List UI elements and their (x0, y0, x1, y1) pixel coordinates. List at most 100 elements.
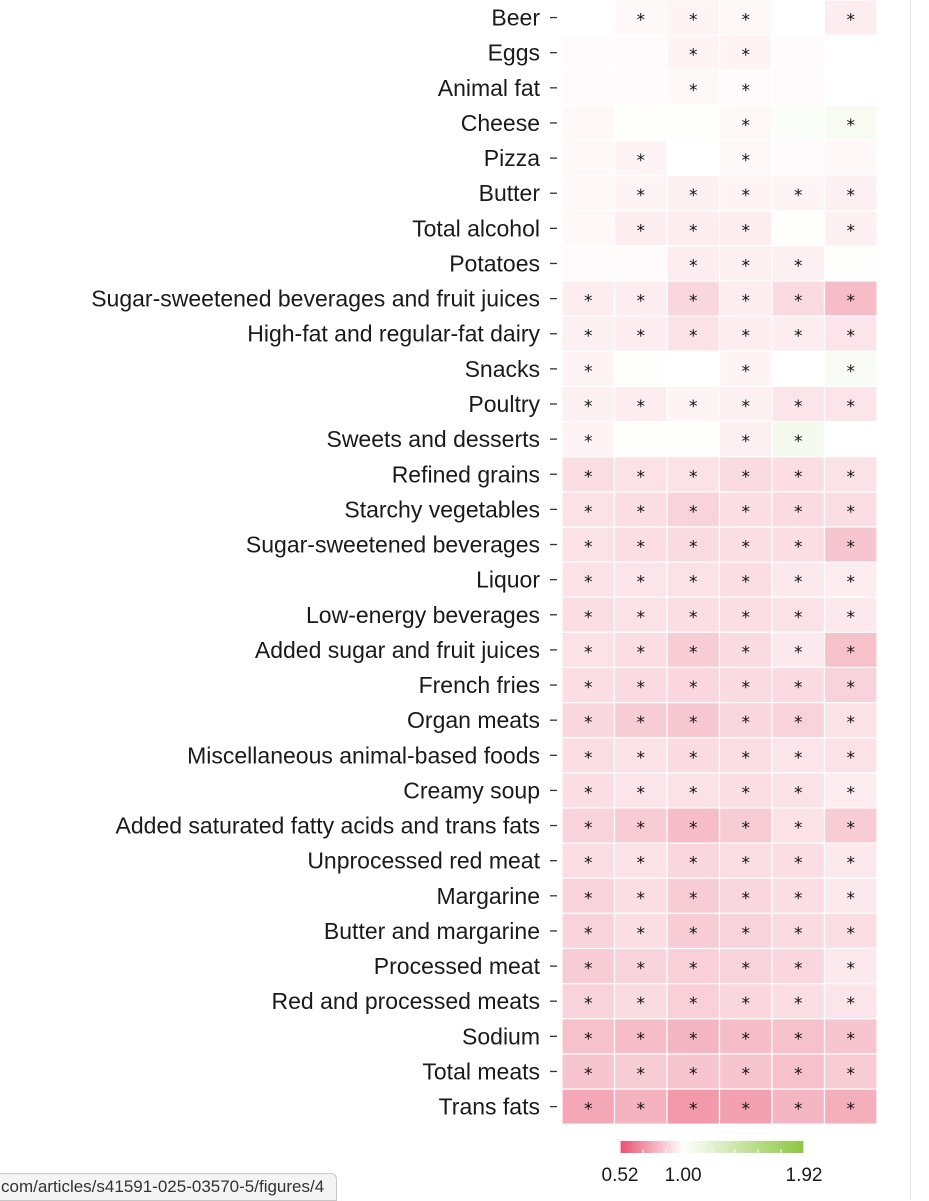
significance-star: * (742, 889, 751, 909)
heatmap-cell (561, 561, 616, 598)
significance-star: * (847, 292, 856, 312)
significance-star: * (742, 538, 751, 558)
row-label: Sweets and desserts (326, 426, 540, 452)
significance-star: * (847, 11, 856, 31)
significance-star: * (794, 1064, 803, 1084)
significance-star: * (584, 1100, 593, 1120)
significance-star: * (847, 1064, 856, 1084)
significance-star: * (847, 783, 856, 803)
heatmap-cell (823, 877, 878, 914)
significance-star: * (847, 819, 856, 839)
significance-star: * (689, 1100, 698, 1120)
colorbar: 0.52 1.00 1.92 (602, 1139, 823, 1186)
heatmap-cell (613, 491, 668, 528)
significance-star: * (637, 854, 646, 874)
heatmap-cell (666, 139, 721, 177)
heatmap-cell (561, 0, 616, 36)
row-label: Margarine (436, 883, 540, 909)
heatmap-cell (718, 666, 773, 704)
heatmap-cell (561, 69, 616, 106)
significance-star: * (584, 432, 593, 452)
row-label: Starchy vegetables (344, 496, 540, 522)
significance-star: * (637, 467, 646, 487)
significance-star: * (847, 959, 856, 979)
significance-star: * (689, 1029, 698, 1049)
significance-star: * (689, 221, 698, 241)
heatmap-cell (823, 526, 878, 563)
heatmap-cell (718, 210, 773, 247)
significance-star: * (637, 1064, 646, 1084)
row-label: Liquor (476, 567, 540, 593)
row-label: Red and processed meats (272, 988, 541, 1014)
heatmap-cell (771, 34, 826, 71)
heatmap-cell (718, 0, 773, 36)
heatmap-cell (561, 807, 616, 844)
heatmap-cell (561, 772, 616, 809)
significance-star: * (689, 713, 698, 733)
significance-star: * (742, 748, 751, 768)
significance-star: * (689, 186, 698, 206)
significance-star: * (742, 292, 751, 312)
row-label: Miscellaneous animal-based foods (187, 742, 540, 768)
heatmap-cell (823, 245, 878, 282)
heatmap-cell (666, 737, 721, 774)
heatmap-cell (666, 526, 721, 563)
significance-star: * (794, 397, 803, 417)
significance-star: * (847, 573, 856, 593)
heatmap-cell (771, 1088, 826, 1125)
heatmap-cell (666, 701, 721, 739)
significance-star: * (742, 854, 751, 874)
heatmap-cell (823, 385, 878, 423)
heatmap-cell (771, 491, 826, 528)
scrollbar[interactable] (910, 0, 929, 1200)
heatmap-cell (823, 139, 878, 177)
heatmap-cell (561, 139, 616, 177)
heatmap-cell (561, 526, 616, 563)
significance-star: * (584, 819, 593, 839)
heatmap-cell (613, 737, 668, 774)
heatmap-cell (666, 877, 721, 914)
heatmap-cell (823, 1088, 878, 1125)
heatmap-cell (771, 0, 826, 36)
heatmap-cell (771, 701, 826, 739)
significance-star: * (742, 46, 751, 66)
heatmap-cell (666, 104, 721, 142)
significance-star: * (637, 924, 646, 944)
row-label: Total meats (422, 1058, 540, 1084)
heatmap-cell (561, 175, 616, 212)
significance-star: * (637, 994, 646, 1014)
significance-star: * (847, 678, 856, 698)
heatmap-cell (771, 420, 826, 458)
significance-star: * (637, 221, 646, 241)
heatmap-cell (561, 877, 616, 914)
row-label: High-fat and regular-fat dairy (247, 321, 540, 347)
significance-star: * (794, 1100, 803, 1120)
row-label: Sugar-sweetened beverages (246, 532, 540, 558)
significance-star: * (742, 573, 751, 593)
significance-star: * (742, 221, 751, 241)
row-label: Low-energy beverages (306, 602, 540, 628)
row-label: Added sugar and fruit juices (255, 637, 540, 663)
significance-star: * (689, 783, 698, 803)
heatmap-cell (718, 1018, 773, 1055)
heatmap-cell (823, 280, 878, 317)
heatmap-cell (613, 350, 668, 388)
significance-star: * (847, 397, 856, 417)
heatmap-cell (771, 69, 826, 106)
significance-star: * (742, 151, 751, 171)
significance-star: * (689, 502, 698, 522)
significance-star: * (742, 432, 751, 452)
significance-star: * (637, 1100, 646, 1120)
heatmap-cell (718, 737, 773, 774)
heatmap-cell (823, 1053, 878, 1090)
significance-star: * (794, 994, 803, 1014)
significance-star: * (742, 116, 751, 136)
heatmap-cell (823, 666, 878, 704)
colorbar-tick-label: 1.92 (786, 1165, 823, 1186)
row-label: Organ meats (407, 707, 540, 733)
heatmap-cell (666, 842, 721, 879)
significance-star: * (742, 11, 751, 31)
row-label: Creamy soup (403, 777, 540, 803)
heatmap-cell (561, 842, 616, 879)
significance-star: * (794, 643, 803, 663)
